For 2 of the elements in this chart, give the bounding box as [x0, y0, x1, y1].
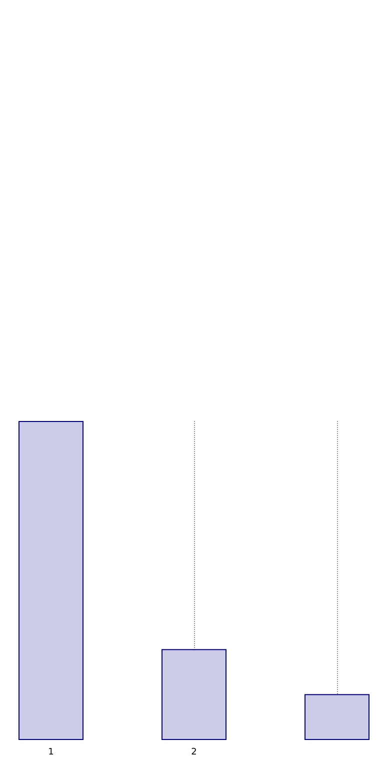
x-tick-label: 1 — [48, 748, 54, 758]
x-tick-label: 2 — [191, 748, 197, 758]
